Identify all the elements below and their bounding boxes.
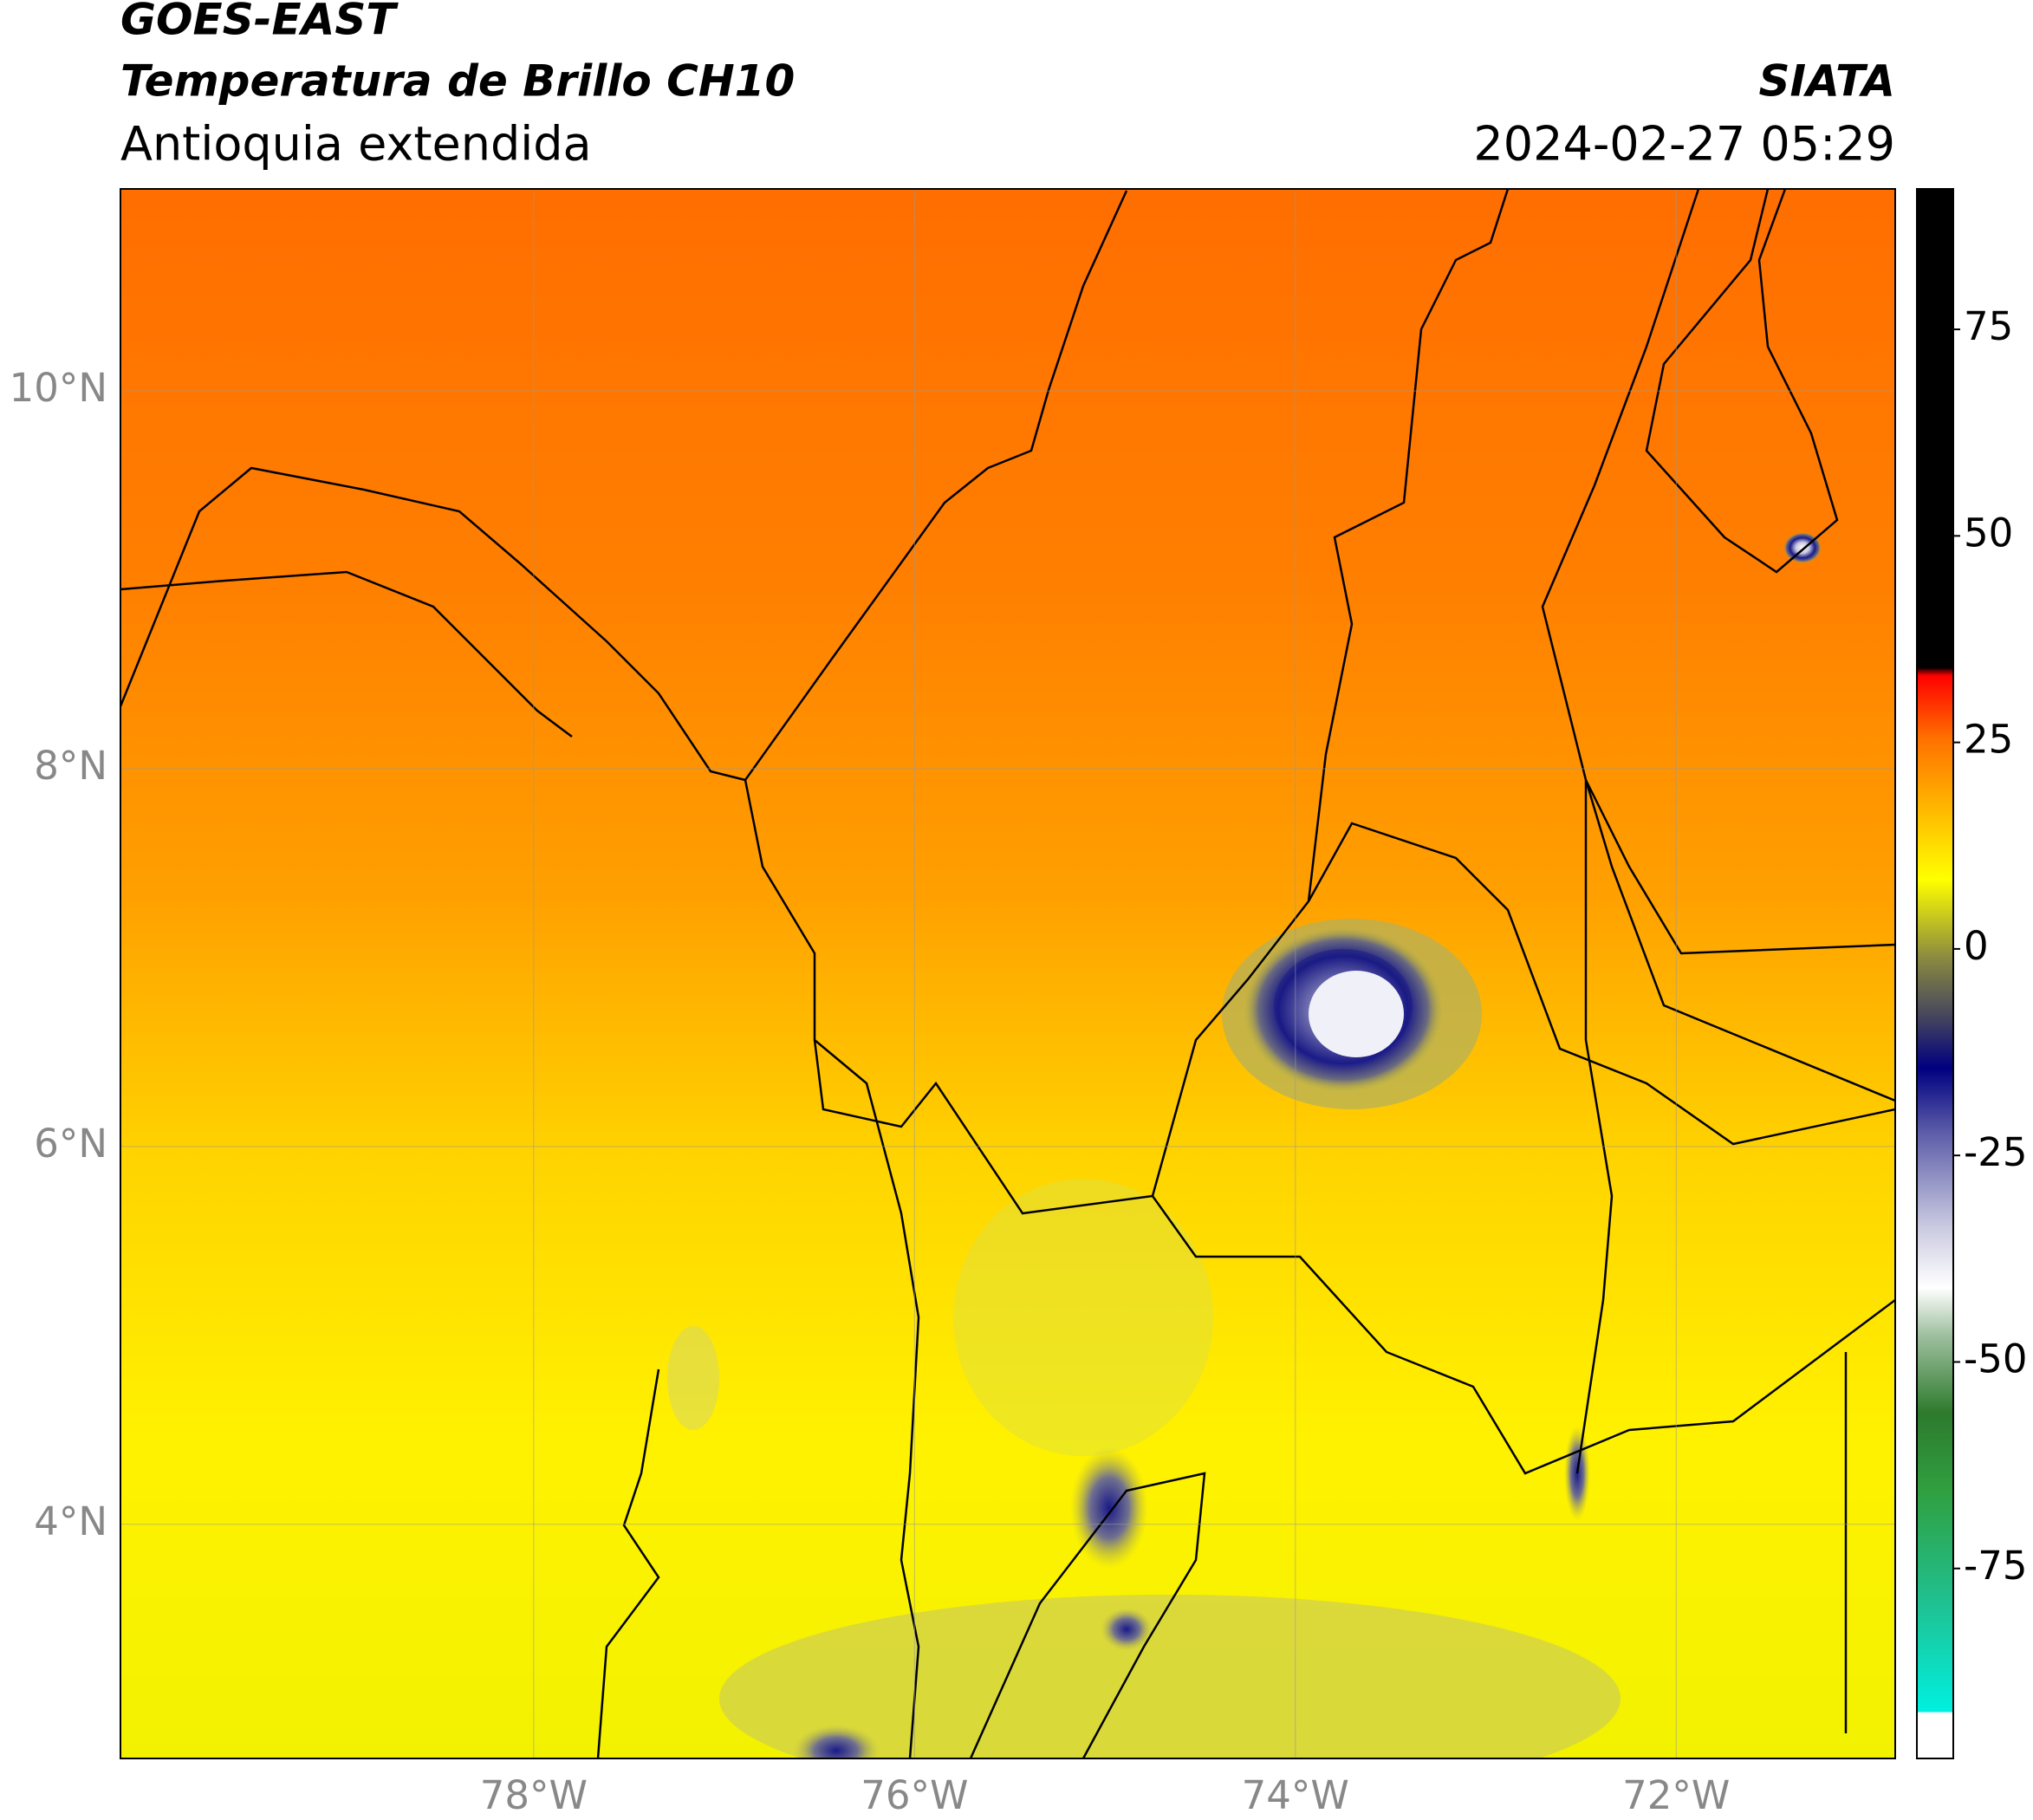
region: Antioquia extendida [120,117,592,172]
cloud-cell [1101,1608,1153,1651]
lon-tick-label: 76°W [861,1772,968,1818]
subtitle: Temperatura de Brillo CH10 [120,56,795,107]
cloud-cell [667,1326,719,1430]
colorbar-tick-label: 75 [1964,303,2013,349]
cloud-cell [793,1725,880,1758]
colorbar-tick-label: -75 [1964,1543,2028,1589]
map [120,189,1895,1758]
colorbar-tick-label: 50 [1964,510,2013,556]
colorbar-tick-label: -25 [1964,1129,2028,1175]
lat-tick-label: 6°N [34,1121,107,1167]
lon-tick-label: 72°W [1622,1772,1730,1818]
boundaries [120,189,1895,1758]
map-background [120,189,1895,1758]
lat-tick-label: 8°N [34,743,107,789]
colorbar-tick-label: 0 [1964,923,1989,969]
datetime: 2024-02-27 05:29 [1473,117,1895,172]
colorbar [1916,188,1954,1759]
colorbar-tick-label: 25 [1964,717,2013,763]
cloud-field [719,1595,1621,1758]
lat-tick-label: 4°N [34,1498,107,1544]
lon-tick-label: 74°W [1242,1772,1349,1818]
title: GOES-EAST [120,0,399,45]
cloud-field [953,1179,1213,1456]
colorbar-tick-label: -50 [1964,1336,2028,1381]
storm-top [1309,971,1404,1057]
source: SIATA [1759,56,1895,107]
lon-tick-label: 78°W [480,1772,588,1818]
lat-tick-label: 10°N [10,365,107,411]
map-frame [120,188,1896,1759]
cloud-cell [1783,532,1822,563]
